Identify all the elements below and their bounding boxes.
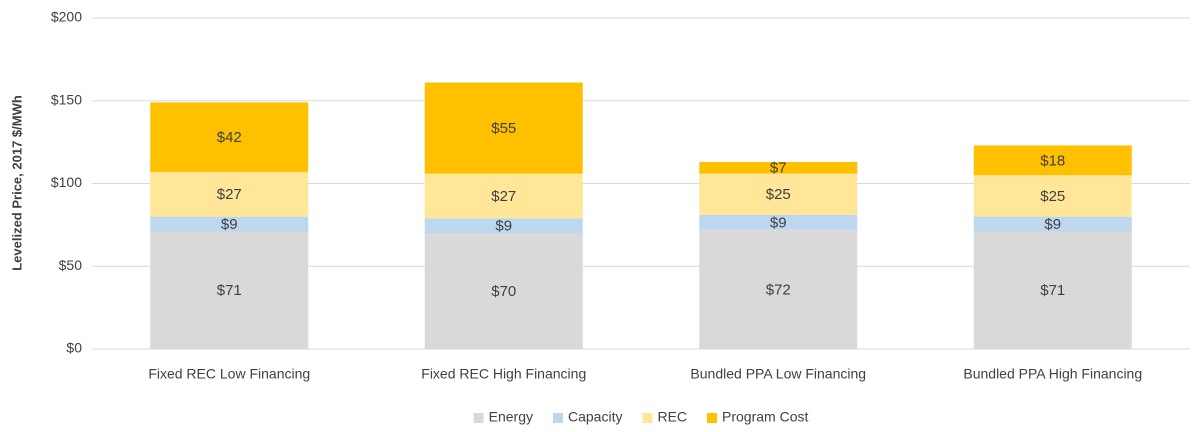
legend-swatch <box>642 413 653 423</box>
data-label: $71 <box>217 282 242 299</box>
x-tick-label: Fixed REC High Financing <box>421 366 586 382</box>
legend-swatch <box>552 413 563 423</box>
bar-segment <box>150 171 309 217</box>
data-label: $9 <box>770 214 787 231</box>
bar-segment <box>424 173 583 219</box>
legend-label: Program Cost <box>722 409 808 425</box>
bar-segment <box>699 214 858 230</box>
data-label: $70 <box>491 283 516 300</box>
bar-segment <box>699 229 858 349</box>
data-label: $42 <box>217 129 242 146</box>
data-label: $27 <box>217 186 242 203</box>
data-label: $7 <box>770 160 787 177</box>
data-label: $71 <box>1040 282 1065 299</box>
y-tick-label: $0 <box>66 340 82 356</box>
data-label: $25 <box>1040 188 1065 205</box>
data-label: $27 <box>491 188 516 205</box>
bar-segment <box>973 175 1132 217</box>
bar-segment <box>699 173 858 215</box>
legend-swatch <box>473 413 484 423</box>
bar-segment <box>150 216 309 232</box>
bar-segment <box>973 231 1132 349</box>
data-label: $9 <box>1044 216 1061 233</box>
legend-swatch <box>707 413 718 423</box>
bar-segment <box>424 218 583 234</box>
y-tick-label: $200 <box>51 9 82 25</box>
y-axis-label: Levelized Price, 2017 $/MWh <box>9 95 24 271</box>
bar-segment <box>699 161 858 174</box>
legend-label: Energy <box>489 409 533 425</box>
x-tick-label: Bundled PPA Low Financing <box>690 366 866 382</box>
x-tick-label: Fixed REC Low Financing <box>148 366 310 382</box>
data-label: $9 <box>221 216 238 233</box>
data-label: $18 <box>1040 152 1065 169</box>
y-tick-label: $50 <box>59 257 83 273</box>
bar-segment <box>424 233 583 349</box>
bar-segment <box>150 102 309 172</box>
y-tick-label: $100 <box>51 174 82 190</box>
bar-segment <box>973 216 1132 232</box>
data-label: $25 <box>766 186 791 203</box>
y-tick-label: $150 <box>51 91 82 107</box>
bar-segment <box>973 145 1132 176</box>
data-label: $9 <box>495 218 512 235</box>
data-label: $72 <box>766 281 791 298</box>
bar-segment <box>424 82 583 174</box>
bar-segment <box>150 231 309 349</box>
legend-label: REC <box>657 409 687 425</box>
x-tick-label: Bundled PPA High Financing <box>963 366 1142 382</box>
legend-label: Capacity <box>568 409 622 425</box>
data-label: $55 <box>491 120 516 137</box>
